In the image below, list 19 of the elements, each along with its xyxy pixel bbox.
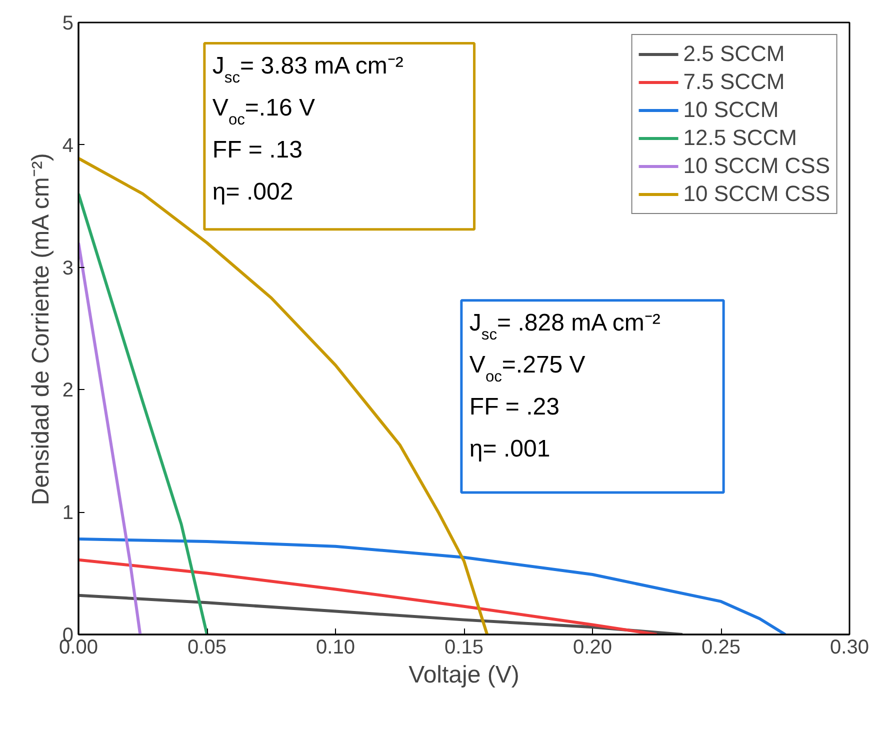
legend-label: 10 SCCM CSS xyxy=(683,153,830,179)
legend-label: 10 SCCM xyxy=(683,97,779,123)
x-axis-title: Voltaje (V) xyxy=(408,662,520,688)
legend-label: 10 SCCM CSS xyxy=(683,181,830,207)
y-tick-label: 3 xyxy=(62,257,74,280)
x-tick-label: 0.25 xyxy=(702,636,740,658)
y-tick-label: 5 xyxy=(62,12,74,34)
y-axis-title: Densidad de Corriente (mA cm⁻²) xyxy=(27,153,54,506)
x-tick-label: 0.10 xyxy=(316,636,355,658)
legend-label: 2.5 SCCM xyxy=(683,41,785,67)
x-tick-label: 0.15 xyxy=(444,636,484,658)
x-tick-label: 0.30 xyxy=(830,636,869,658)
y-tick-label: 1 xyxy=(62,502,74,524)
x-tick-label: 0.20 xyxy=(573,636,612,658)
legend-label: 12.5 SCCM xyxy=(683,125,797,151)
y-tick-label: 2 xyxy=(62,380,74,402)
y-tick-label: 4 xyxy=(62,134,74,157)
x-tick-label: 0.05 xyxy=(188,636,226,658)
legend-label: 7.5 SCCM xyxy=(683,69,785,95)
